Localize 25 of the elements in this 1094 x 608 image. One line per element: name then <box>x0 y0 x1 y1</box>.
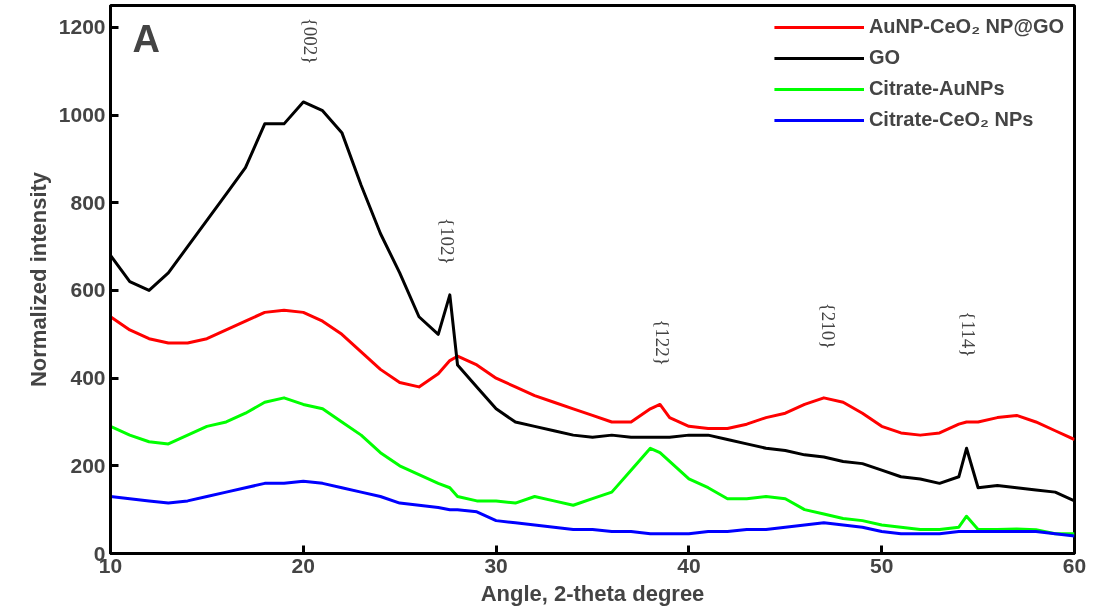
annotation: {210} <box>818 302 840 350</box>
y-tick-label: 800 <box>70 190 106 214</box>
annotation: {114} <box>957 311 979 358</box>
legend-label: Citrate-AuNPs <box>868 77 1005 100</box>
x-tick-label: 40 <box>677 553 701 577</box>
y-tick-label: 600 <box>70 278 106 302</box>
annotation: {102} <box>437 217 459 265</box>
y-tick-label: 200 <box>70 453 106 477</box>
y-tick-label: 1200 <box>58 15 106 39</box>
annotation: {002} <box>299 17 321 65</box>
x-tick-label: 30 <box>484 553 508 577</box>
x-tick-label: 20 <box>291 553 315 577</box>
line-series <box>110 479 1075 538</box>
y-tick-label: 1000 <box>58 103 106 127</box>
x-tick-label: 60 <box>1062 553 1087 577</box>
annotation: {122} <box>652 319 674 366</box>
x-tick-label: 50 <box>870 553 894 577</box>
y-axis-title: Normalized intensity <box>25 171 51 388</box>
legend-label: AuNP-CeO₂ NP@GO <box>868 15 1064 38</box>
legend-label: Citrate-CeO₂ NPs <box>868 108 1034 131</box>
x-axis-title: Angle, 2-theta degree <box>480 580 705 606</box>
line-series <box>110 396 1075 536</box>
annotation: A <box>132 17 160 60</box>
legend-label: GO <box>868 46 901 69</box>
y-tick-label: 400 <box>70 366 106 390</box>
